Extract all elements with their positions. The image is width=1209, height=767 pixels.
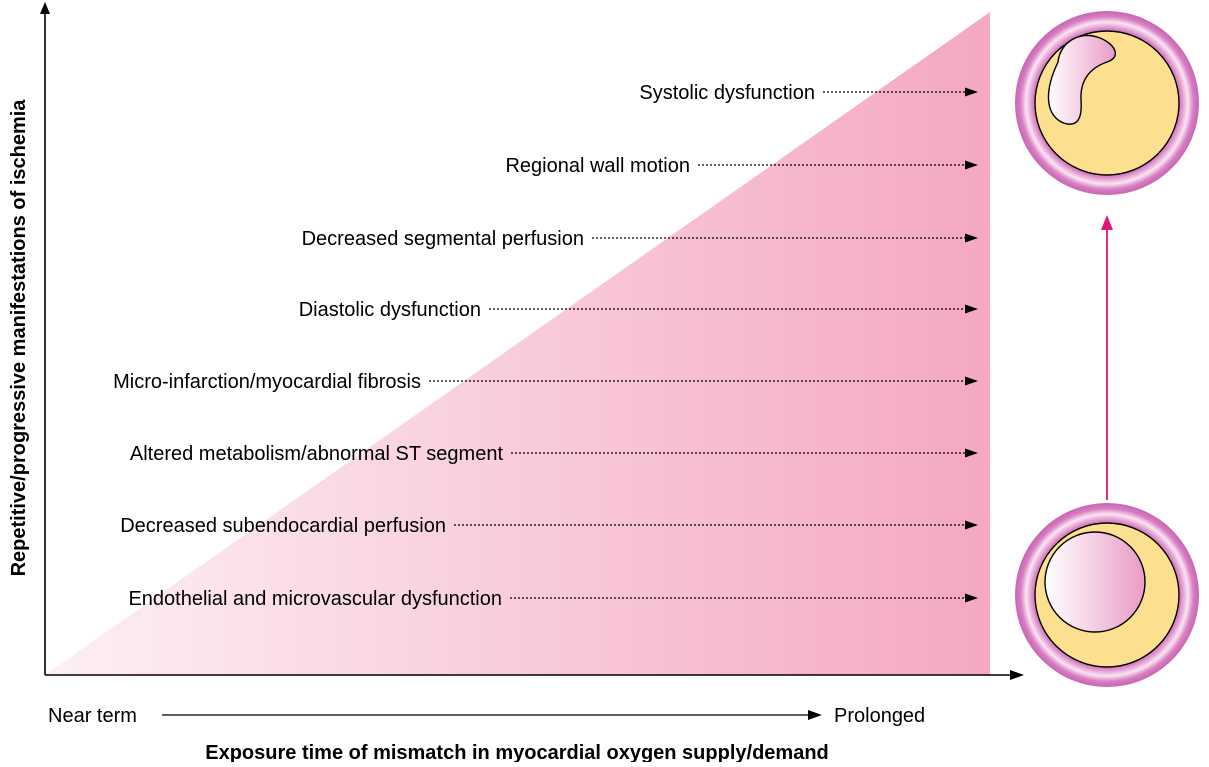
manifestation-row: Endothelial and microvascular dysfunctio… xyxy=(128,588,978,610)
manifestation-row: Altered metabolism/abnormal ST segment xyxy=(130,443,978,465)
manifestation-row: Micro-infarction/myocardial fibrosis xyxy=(113,371,978,393)
y-axis-arrowhead xyxy=(40,2,50,14)
ischemia-severity-triangle xyxy=(45,12,990,675)
manifestation-arrowhead xyxy=(965,520,978,530)
manifestation-row: Decreased segmental perfusion xyxy=(302,228,978,250)
manifestation-arrowhead xyxy=(965,160,978,170)
manifestation-row: Diastolic dysfunction xyxy=(299,299,978,321)
x-axis-label: Exposure time of mismatch in myocardial … xyxy=(205,742,829,762)
manifestation-label: Decreased subendocardial perfusion xyxy=(120,515,446,537)
progression-arrowhead xyxy=(1101,215,1113,230)
manifestation-label: Endothelial and microvascular dysfunctio… xyxy=(128,588,502,610)
manifestation-arrowhead xyxy=(965,376,978,386)
manifestation-label: Decreased segmental perfusion xyxy=(302,228,584,250)
occluded-vessel-cross-section-icon xyxy=(1015,11,1199,195)
x-axis-arrowhead xyxy=(1010,670,1024,680)
time-arrowhead xyxy=(808,710,822,720)
axes xyxy=(40,2,1024,680)
manifestation-label: Micro-infarction/myocardial fibrosis xyxy=(113,371,421,393)
manifestation-arrowhead xyxy=(965,87,978,97)
x-axis-start-label: Near term xyxy=(48,705,137,727)
manifestation-arrowhead xyxy=(965,593,978,603)
manifestation-label: Altered metabolism/abnormal ST segment xyxy=(130,443,504,465)
y-axis-label: Repetitive/progressive manifestations of… xyxy=(8,99,30,577)
manifestation-label: Diastolic dysfunction xyxy=(299,299,481,321)
x-axis-end-label: Prolonged xyxy=(834,705,925,727)
mildly-narrowed-vessel-cross-section-icon xyxy=(1015,503,1199,687)
manifestation-arrowhead xyxy=(965,448,978,458)
manifestation-label: Regional wall motion xyxy=(505,155,690,177)
manifestation-list: Systolic dysfunction Regional wall motion… xyxy=(113,82,978,610)
manifestation-arrowhead xyxy=(965,304,978,314)
manifestation-row: Regional wall motion xyxy=(505,155,978,177)
manifestation-row: Decreased subendocardial perfusion xyxy=(120,515,978,537)
manifestation-row: Systolic dysfunction xyxy=(639,82,978,104)
manifestation-label: Systolic dysfunction xyxy=(639,82,815,104)
manifestation-arrowhead xyxy=(965,233,978,243)
